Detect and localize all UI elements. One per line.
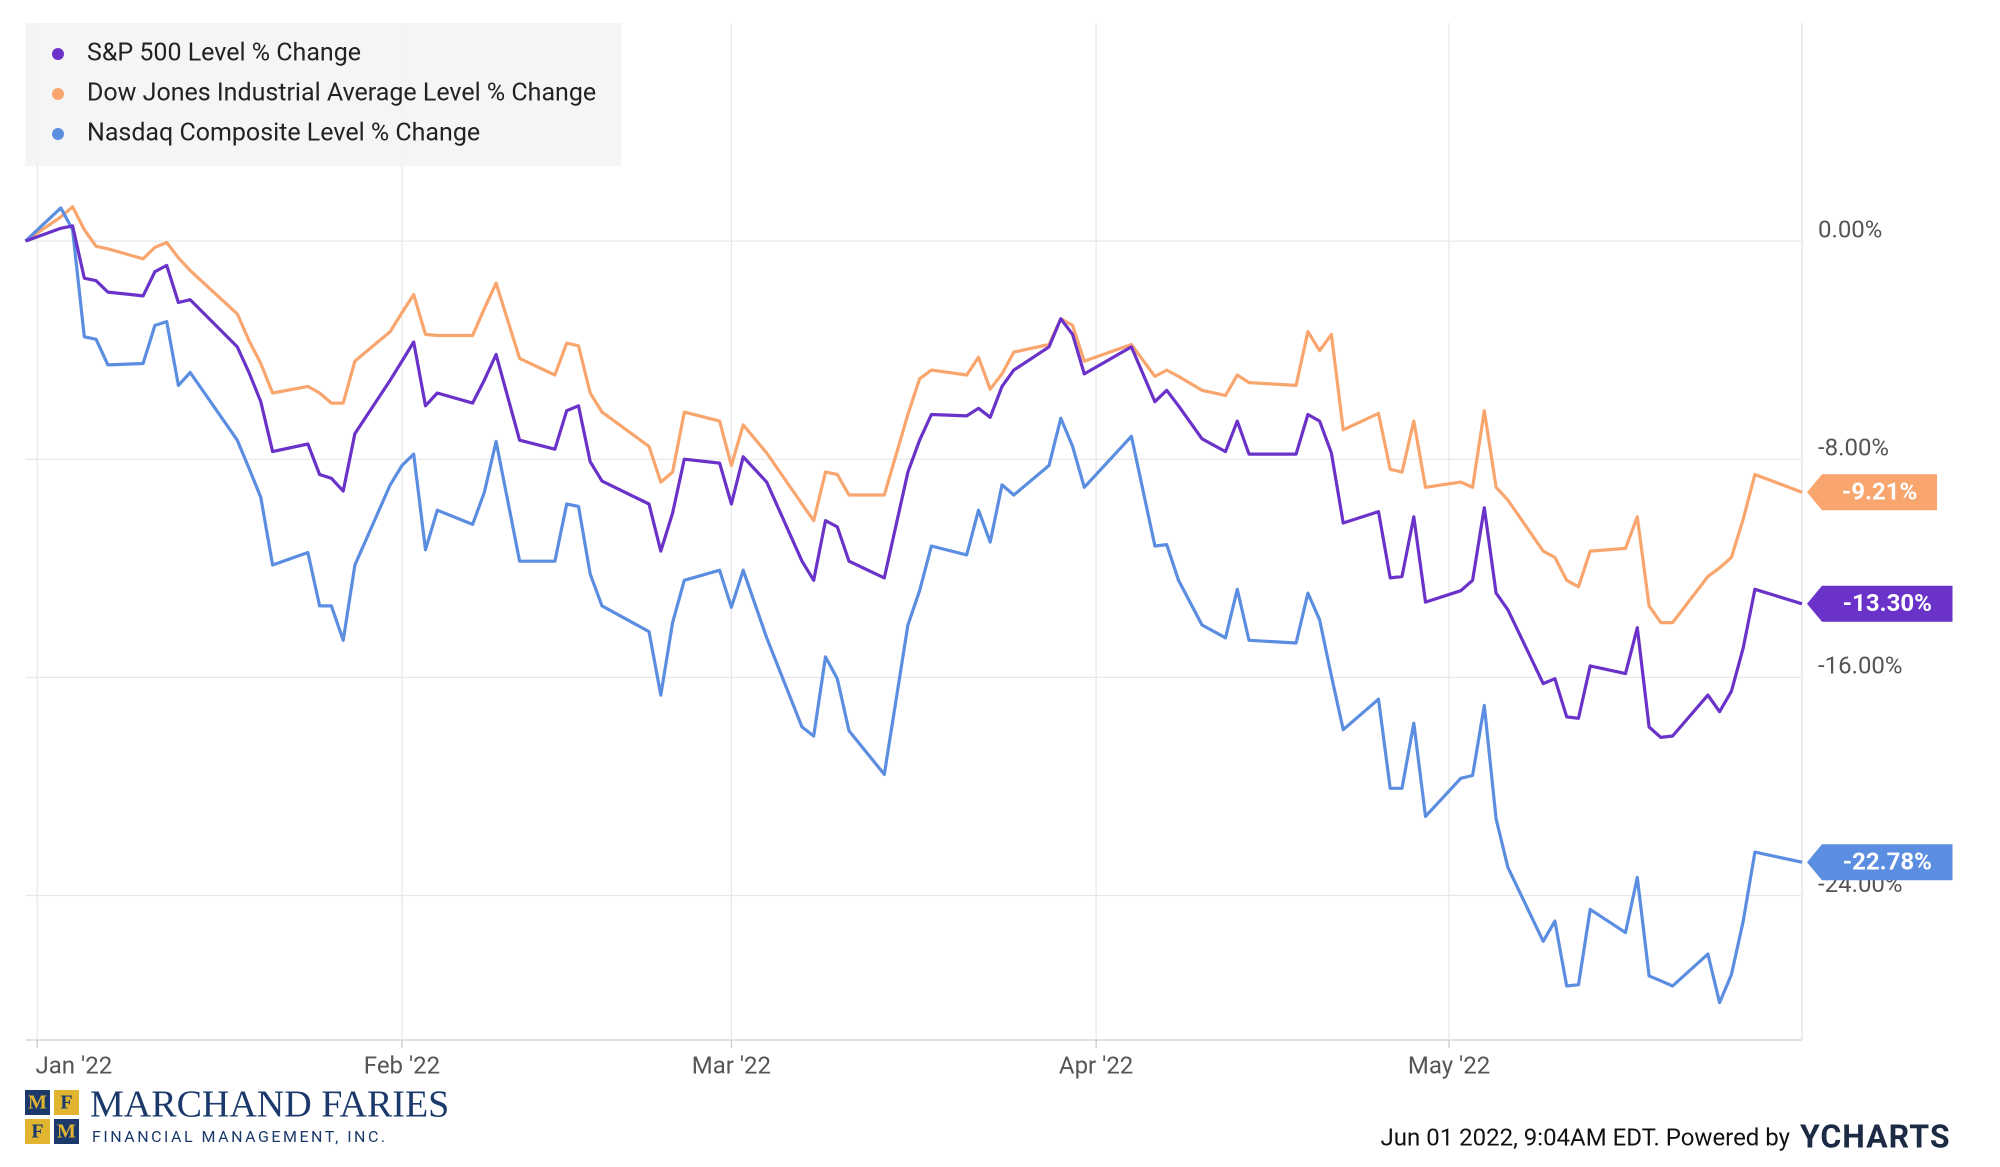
end-label-text: -13.30% <box>1843 589 1932 617</box>
end-label: -9.21% <box>1807 474 1937 511</box>
end-label-text: -22.78% <box>1843 848 1932 876</box>
end-label-text: -9.21% <box>1842 478 1917 506</box>
legend-label: S&P 500 Level % Change <box>87 39 361 68</box>
legend-marker <box>52 48 64 60</box>
legend-marker <box>52 128 64 140</box>
x-tick-label: Feb '22 <box>364 1051 440 1079</box>
logo-letter: M <box>57 1121 76 1143</box>
brand-logo: YCHARTS <box>1800 1117 1951 1155</box>
logo-letter: M <box>28 1092 47 1114</box>
y-tick-label: -16.00% <box>1818 652 1903 680</box>
y-tick-label: 0.00% <box>1818 215 1882 243</box>
x-tick-label: Apr '22 <box>1059 1051 1133 1079</box>
series-line <box>24 206 1803 1005</box>
y-tick-label: -8.00% <box>1818 434 1889 462</box>
logo-letter: F <box>60 1092 72 1114</box>
legend-label: Nasdaq Composite Level % Change <box>87 119 480 148</box>
end-label-tag <box>1807 844 1953 881</box>
legend-label: Dow Jones Industrial Average Level % Cha… <box>87 79 596 108</box>
company-name: MARCHAND FARIES <box>90 1084 449 1126</box>
series-line <box>24 224 1803 739</box>
logo-square <box>25 1119 50 1144</box>
x-tick-label: Jan '22 <box>36 1051 113 1079</box>
x-tick-label: May '22 <box>1408 1051 1490 1079</box>
logo-square <box>54 1090 79 1115</box>
timestamp: Jun 01 2022, 9:04AM EDT. Powered by <box>1381 1123 1791 1151</box>
x-tick-label: Mar '22 <box>692 1051 771 1079</box>
legend-marker <box>52 88 64 100</box>
end-label-tag <box>1807 585 1953 622</box>
logo-square <box>54 1119 79 1144</box>
end-label: -22.78% <box>1807 844 1953 881</box>
company-tagline: FINANCIAL MANAGEMENT, INC. <box>92 1127 388 1146</box>
end-label-tag <box>1807 474 1937 511</box>
legend-box <box>25 23 622 166</box>
logo-square <box>25 1090 50 1115</box>
logo-letter: F <box>31 1121 43 1143</box>
end-label: -13.30% <box>1807 585 1953 622</box>
series-line <box>24 205 1803 625</box>
